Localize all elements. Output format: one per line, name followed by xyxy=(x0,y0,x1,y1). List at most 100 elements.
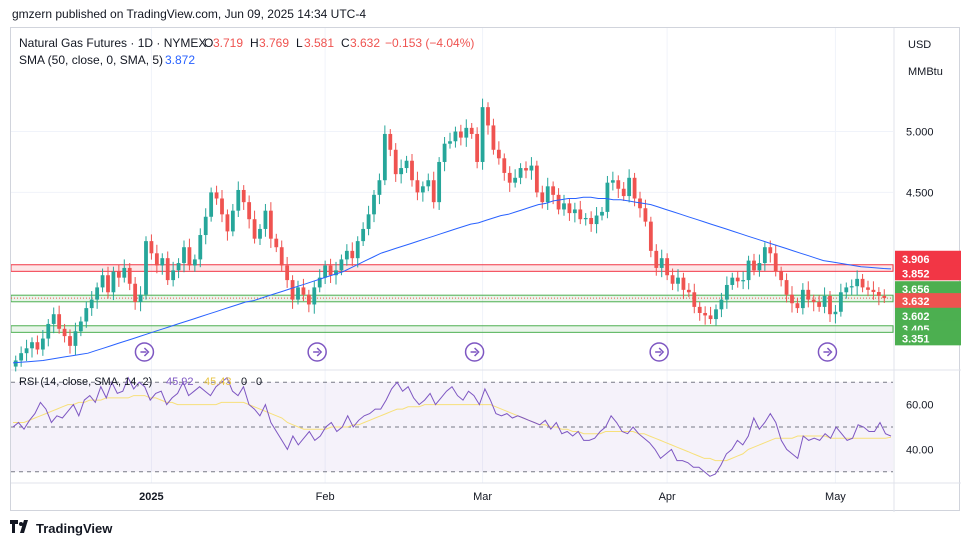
time-tick-label: May xyxy=(825,491,846,503)
candle-body xyxy=(388,133,393,150)
candle-body xyxy=(844,287,849,293)
event-marker-icon[interactable] xyxy=(307,342,327,362)
candle-body xyxy=(106,275,110,293)
unit-label[interactable]: MMBtu xyxy=(908,66,943,78)
candle-body xyxy=(496,149,501,159)
sma-line xyxy=(12,196,892,364)
candle-body xyxy=(62,328,67,337)
candle-body xyxy=(84,308,89,322)
event-marker-icon[interactable] xyxy=(134,342,155,362)
candle-body xyxy=(252,219,257,239)
candle-body xyxy=(24,348,29,354)
candle-body xyxy=(486,107,490,126)
resistance-price-label: 3.852 xyxy=(902,268,930,280)
candle-body xyxy=(263,210,268,229)
candle-body xyxy=(741,280,746,282)
candle-body xyxy=(187,247,192,266)
candle-body xyxy=(372,194,376,215)
candle-body xyxy=(448,141,452,144)
candle-body xyxy=(426,180,431,187)
candle-body xyxy=(773,253,778,272)
high-value: 3.769 xyxy=(259,36,289,50)
candle-body xyxy=(871,289,876,293)
candles xyxy=(13,98,887,372)
candle-body xyxy=(149,241,154,254)
candle-body xyxy=(594,215,599,225)
time-tick-label: 2025 xyxy=(139,491,163,503)
publish-header: gmzern published on TradingView.com, Jun… xyxy=(12,7,366,21)
rsi-sma-line xyxy=(13,395,892,462)
rsi-line xyxy=(12,376,892,477)
candle-body xyxy=(735,277,740,282)
candle-body xyxy=(160,258,165,266)
candle-body xyxy=(220,198,224,215)
event-arrow-icon xyxy=(140,347,150,357)
candle-body xyxy=(30,342,34,349)
ohlc-legend: O 3.719 H 3.769 L 3.581 C 3.632 −0.153 (… xyxy=(204,36,474,50)
currency-label[interactable]: USD xyxy=(908,39,931,51)
close-value: 3.632 xyxy=(350,36,380,50)
candle-body xyxy=(301,287,306,295)
candle-body xyxy=(551,186,556,195)
candle-body xyxy=(627,177,632,197)
candle-body xyxy=(35,342,40,350)
support-price-label-box xyxy=(895,307,961,323)
candle-body xyxy=(708,315,713,320)
candle-body xyxy=(572,209,577,214)
candle-body xyxy=(268,210,273,239)
resistance-price-label-box xyxy=(895,250,961,266)
candle-body xyxy=(621,188,626,197)
chart-canvas[interactable]: 5.0004.50060.0040.003.9063.8523.6563.632… xyxy=(10,28,961,512)
candle-body xyxy=(632,177,637,199)
tradingview-logo-icon xyxy=(10,520,32,536)
candle-body xyxy=(876,292,881,296)
candle-body xyxy=(361,228,366,242)
time-tick-label: Mar xyxy=(473,491,492,503)
candle-body xyxy=(306,294,311,305)
candle-body xyxy=(469,127,474,134)
candle-body xyxy=(480,107,485,162)
candle-body xyxy=(600,211,604,216)
resistance-zone xyxy=(10,264,894,272)
event-arrow-icon xyxy=(313,347,323,357)
candle-body xyxy=(285,265,290,281)
rsi-legend-v2: 0 xyxy=(256,376,262,388)
candle-body xyxy=(122,267,127,278)
candle-body xyxy=(562,203,566,210)
support-price-label-box xyxy=(895,281,961,297)
candle-body xyxy=(214,192,219,199)
candle-body xyxy=(171,270,176,281)
candle-body xyxy=(513,177,518,183)
event-marker-icon[interactable] xyxy=(649,342,669,362)
candle-body xyxy=(681,277,686,290)
open-label: O xyxy=(204,36,213,50)
time-tick-label: Feb xyxy=(316,491,335,503)
event-markers[interactable] xyxy=(134,342,961,362)
candle-body xyxy=(779,271,784,281)
candle-body xyxy=(648,221,653,251)
price-tick-label: 4.500 xyxy=(906,187,934,199)
candle-body xyxy=(453,131,458,142)
event-marker-icon[interactable] xyxy=(817,342,838,362)
rsi-legend-v1: 0 xyxy=(241,376,247,388)
candle-body xyxy=(165,258,170,281)
candle-body xyxy=(410,160,414,181)
price-axis[interactable]: 5.0004.50060.0040.003.9063.8523.6563.632… xyxy=(895,127,961,457)
event-arrow-icon xyxy=(470,347,480,357)
low-value: 3.581 xyxy=(304,36,334,50)
candle-body xyxy=(274,238,279,248)
event-marker-icon[interactable] xyxy=(464,342,485,362)
candle-body xyxy=(676,277,680,284)
candle-body xyxy=(399,168,404,175)
time-axis[interactable]: 2025FebMarAprMayJun xyxy=(139,491,961,503)
candle-body xyxy=(811,299,816,303)
candle-body xyxy=(567,203,572,214)
candle-body xyxy=(578,209,583,220)
candle-body xyxy=(377,180,382,195)
resistance-price-label-box xyxy=(895,265,961,281)
sma-legend-value: 3.872 xyxy=(165,53,195,67)
candle-body xyxy=(133,283,138,303)
candle-body xyxy=(404,160,409,169)
candle-body xyxy=(89,299,94,309)
candle-body xyxy=(583,217,588,220)
